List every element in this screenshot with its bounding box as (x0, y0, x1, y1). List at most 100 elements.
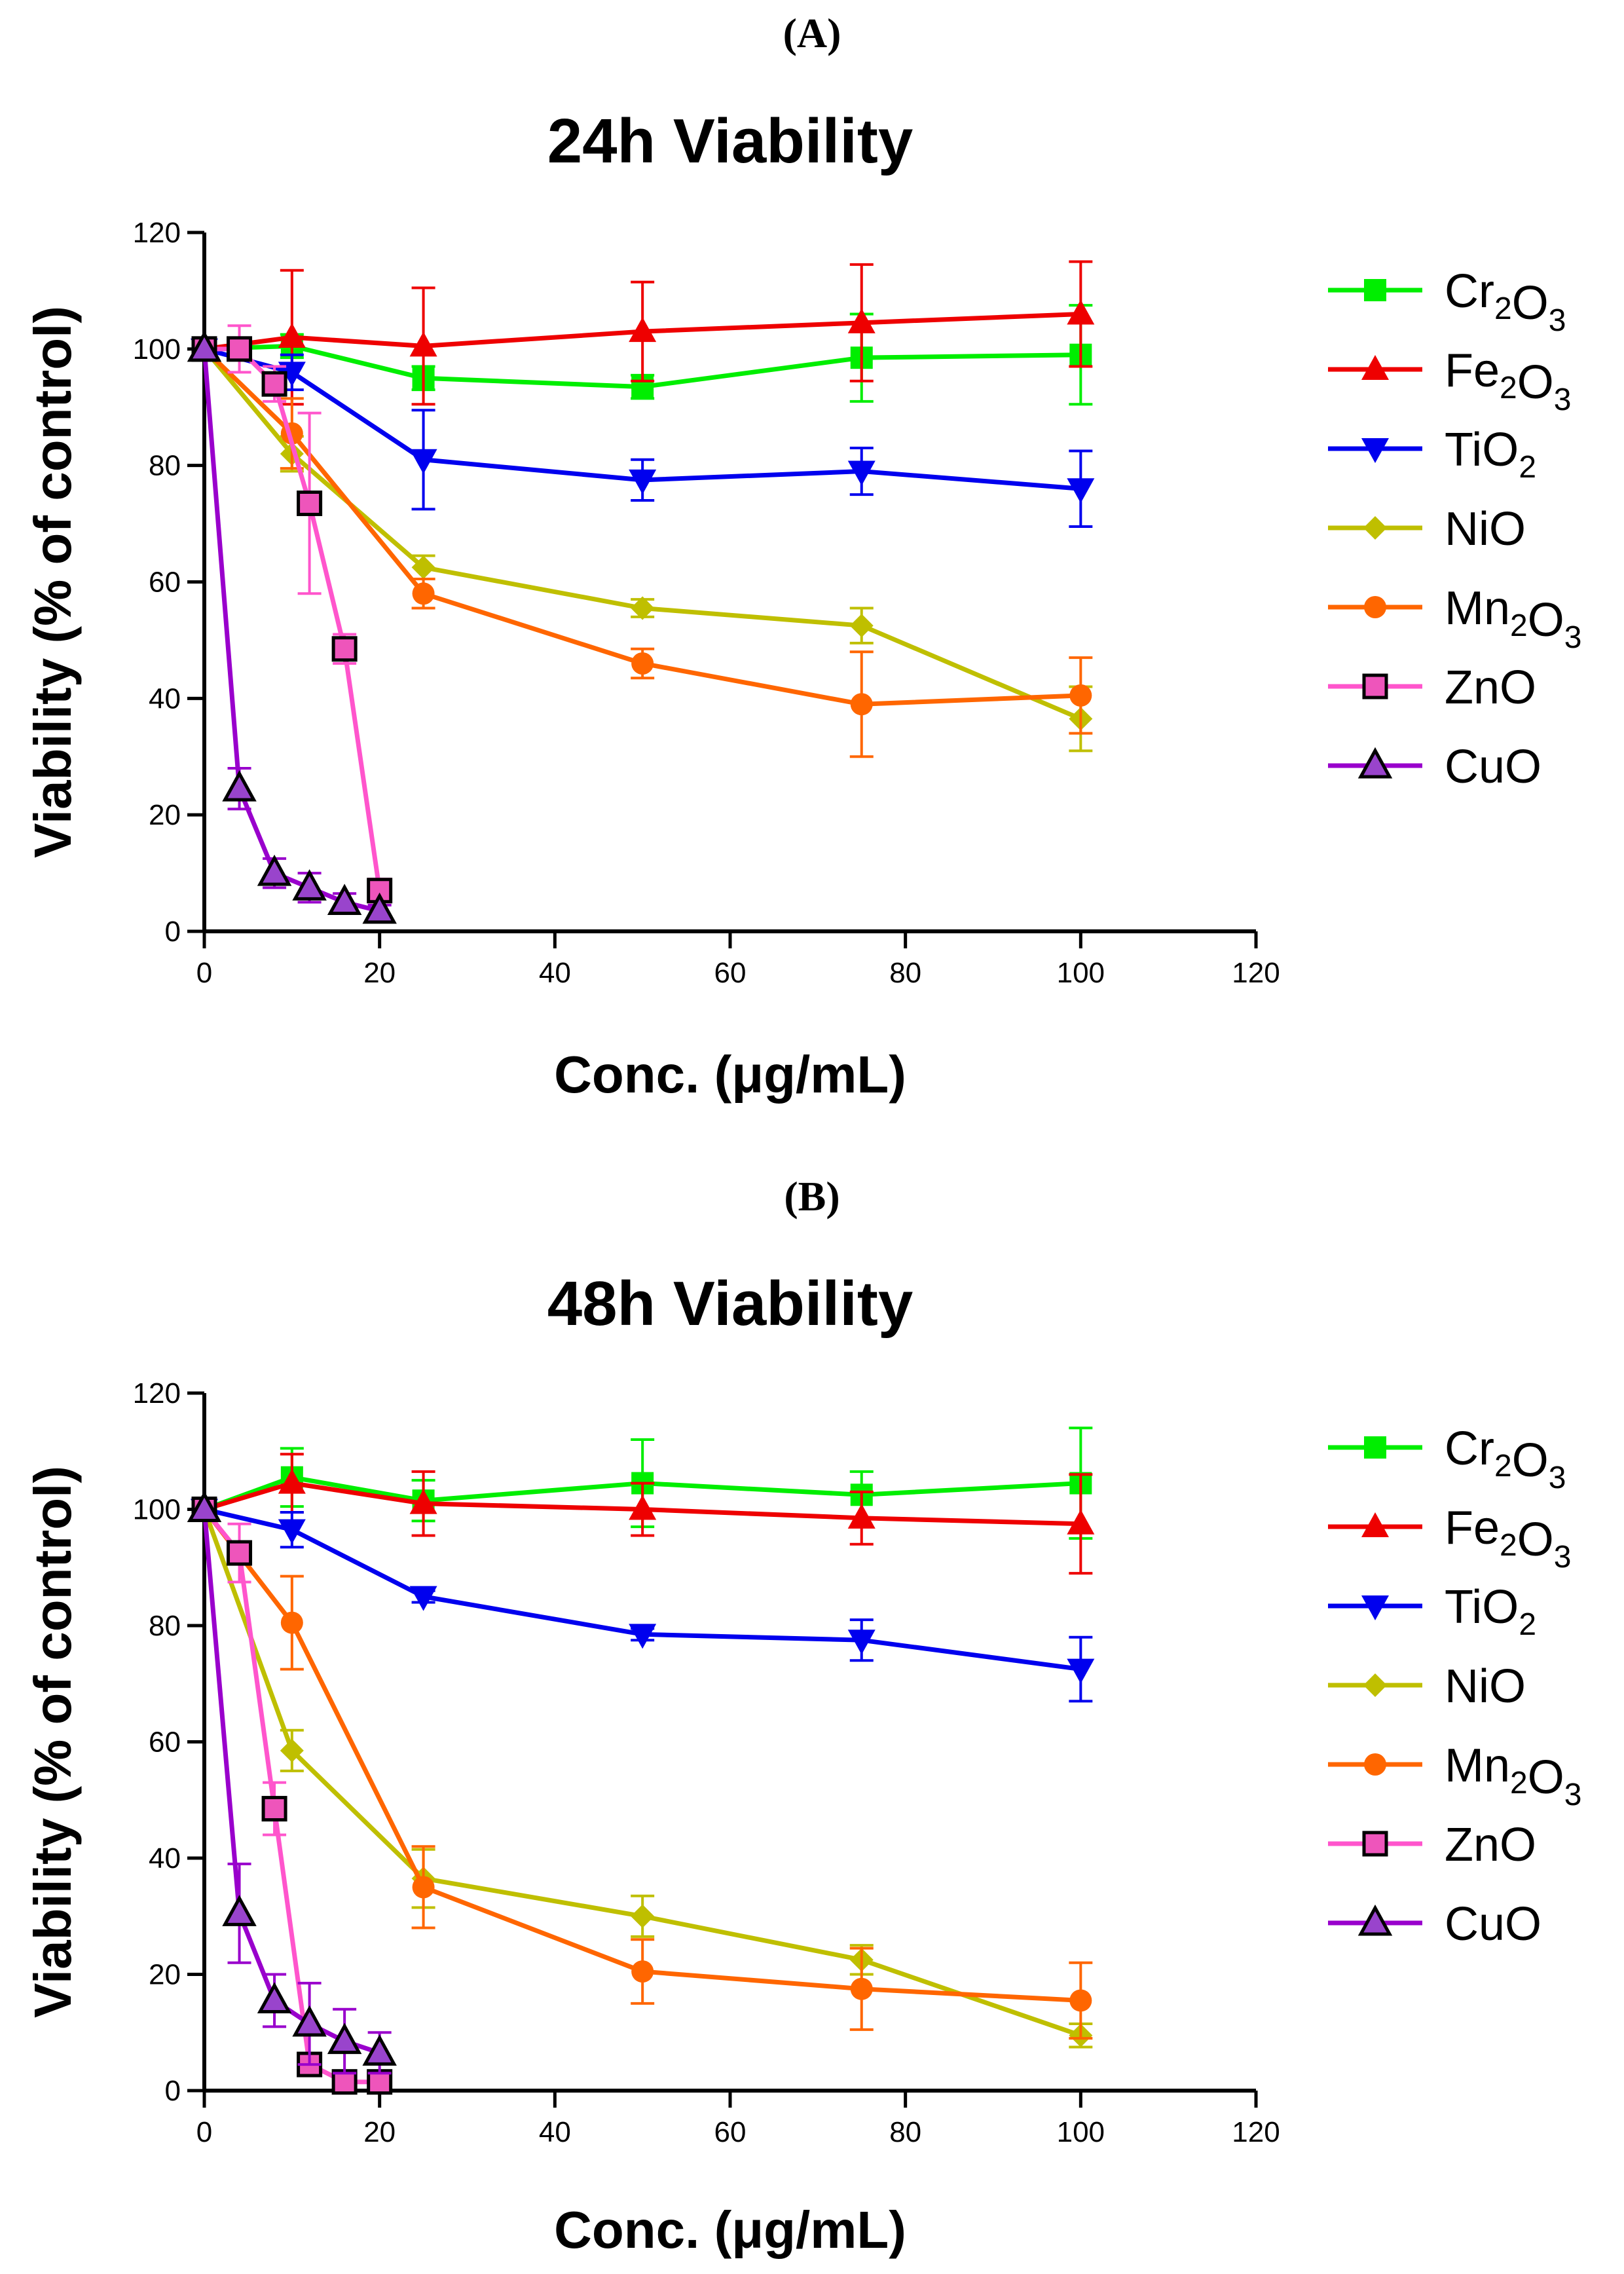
chart-panel-a: (A) 24h Viability 0 20 40 60 80 100 120 0 20 40 60 80… (24, 10, 1581, 1104)
legend-label: CuO (1445, 1898, 1541, 1950)
legend-label: CuO (1445, 741, 1541, 793)
data-point (631, 1960, 654, 1983)
legend-label-part: Mn (1445, 582, 1510, 635)
legend-marker (1362, 1831, 1388, 1857)
legend-label-part: O (1517, 1514, 1554, 1566)
legend-marker (1361, 1595, 1389, 1620)
legend-label-part: Cr (1445, 1423, 1494, 1475)
legend-label: NiO (1445, 503, 1526, 555)
series-mn2o3 (193, 1498, 1093, 2040)
data-point (297, 490, 323, 516)
chart-title: 48h Viability (547, 1269, 913, 1339)
series-mn2o3 (193, 337, 1093, 758)
legend-item-cuo: CuO (1328, 1898, 1541, 1950)
legend-item-tio2: TiO2 (1328, 424, 1536, 485)
legend-label-subscript: 3 (1554, 382, 1572, 417)
legend-label: Fe2O3 (1445, 345, 1571, 417)
data-point (278, 1468, 306, 1494)
x-tick-label: 20 (363, 957, 396, 989)
data-point (327, 2022, 362, 2055)
legend-label-subscript: 2 (1494, 1449, 1512, 1483)
data-point (629, 469, 657, 494)
y-axis-label: Viability (% of control) (24, 306, 82, 858)
legend-label-part: NiO (1445, 503, 1526, 555)
series-zno (191, 324, 393, 904)
data-point (412, 582, 435, 605)
y-tick-label: 60 (149, 567, 181, 599)
data-point (278, 362, 306, 387)
data-point (629, 1624, 657, 1649)
data-point (327, 884, 362, 916)
legend-label-part: NiO (1445, 1660, 1526, 1713)
data-point (1067, 1509, 1095, 1535)
chart-title: 24h Viability (547, 106, 913, 176)
x-tick-label: 40 (539, 2116, 571, 2148)
legend-label: ZnO (1445, 662, 1536, 714)
series-line (202, 347, 1082, 721)
data-point (631, 1904, 655, 1928)
data-point (261, 1796, 287, 1822)
data-point (847, 460, 876, 486)
legend-item-cr2o3: Cr2O3 (1328, 1423, 1566, 1495)
legend-label-part: Cr (1445, 265, 1494, 318)
data-point (362, 892, 397, 924)
legend-marker (1364, 1753, 1386, 1776)
y-tick-label: 80 (149, 1610, 181, 1642)
legend-label-part: TiO (1445, 1581, 1519, 1633)
legend-label-part: O (1512, 277, 1549, 329)
series-line (202, 347, 1081, 707)
x-tick-label: 120 (1232, 957, 1280, 989)
data-point (411, 555, 435, 580)
legend-label: TiO2 (1445, 1581, 1536, 1642)
legend-label: Cr2O3 (1445, 1423, 1566, 1495)
data-point (629, 317, 657, 343)
legend-label-subscript: 2 (1510, 608, 1528, 643)
legend-item-nio: NiO (1328, 503, 1526, 555)
legend-item-zno: ZnO (1328, 1819, 1536, 1871)
data-point (847, 308, 876, 333)
data-point (631, 652, 654, 675)
data-point (292, 2005, 327, 2037)
data-point (850, 1977, 873, 2000)
y-tick-label: 100 (133, 1494, 181, 1526)
data-point (227, 336, 253, 362)
legend-marker (1363, 1673, 1387, 1697)
legend-item-fe2o3: Fe2O3 (1328, 345, 1571, 417)
series-line (203, 1481, 1081, 1527)
legend-marker (1357, 1904, 1393, 1936)
legend-label-part: ZnO (1445, 1819, 1536, 1871)
data-point (222, 770, 257, 802)
legend-label-part: Mn (1445, 1740, 1510, 1792)
data-point (847, 1630, 876, 1655)
data-point (187, 330, 222, 362)
data-point (280, 1611, 303, 1634)
series-line (202, 1508, 1082, 2038)
y-tick-label: 100 (133, 333, 181, 365)
legend-marker (1364, 279, 1386, 301)
series-line (204, 346, 1081, 491)
data-point (187, 1491, 222, 1522)
legend-marker (1361, 438, 1389, 463)
legend-label-part: CuO (1445, 1898, 1541, 1950)
series-line (204, 1507, 1081, 1672)
legend-marker (1361, 355, 1389, 380)
y-tick-label: 20 (149, 1959, 181, 1991)
legend-label-subscript: 2 (1494, 291, 1512, 326)
y-tick-label: 60 (149, 1726, 181, 1759)
legend-item-tio2: TiO2 (1328, 1581, 1536, 1642)
legend-label-subscript: 3 (1564, 620, 1582, 655)
x-tick-label: 60 (714, 957, 747, 989)
legend-marker (1364, 1436, 1386, 1459)
x-tick-label: 60 (714, 2116, 747, 2148)
legend-label-part: CuO (1445, 741, 1541, 793)
data-point (1067, 478, 1095, 504)
series-line (202, 1508, 1081, 2003)
legend-label: Mn2O3 (1445, 1740, 1581, 1812)
legend-label-part: O (1512, 1434, 1549, 1487)
x-tick-label: 100 (1057, 957, 1105, 989)
panel-letter: (B) (784, 1173, 840, 1220)
legend-label-part: O (1528, 594, 1564, 646)
x-tick-label: 0 (196, 2116, 212, 2148)
data-point (1069, 684, 1092, 707)
